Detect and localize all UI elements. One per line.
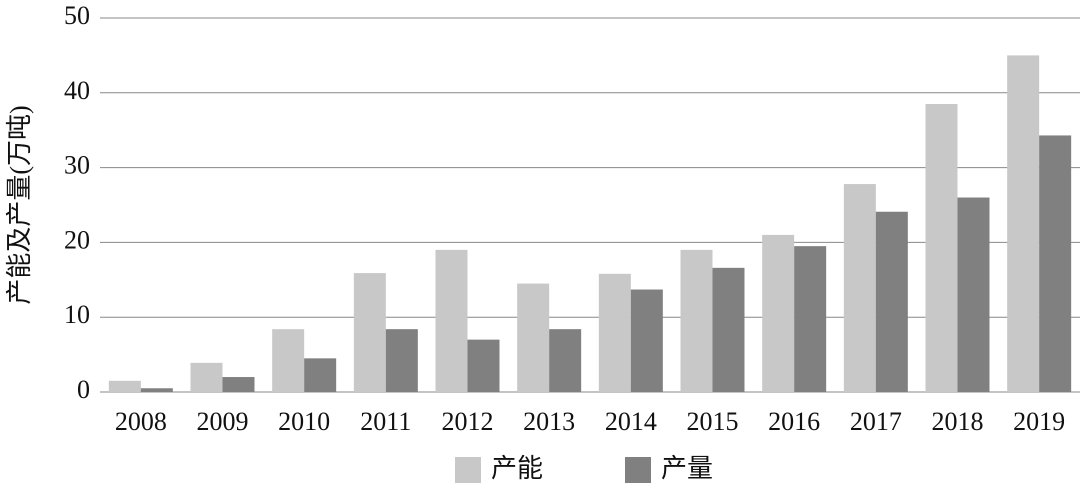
bar [1007, 55, 1040, 393]
bar [435, 249, 468, 392]
y-tick-label: 50 [64, 1, 90, 30]
bar [680, 249, 713, 392]
x-tick-label: 2019 [1013, 407, 1065, 436]
x-tick-label: 2016 [768, 407, 820, 436]
bar [630, 289, 663, 392]
bar [272, 329, 305, 392]
bar [467, 339, 500, 392]
bar [1039, 135, 1072, 392]
x-tick-label: 2009 [197, 407, 249, 436]
bar [875, 211, 908, 392]
y-tick-label: 10 [64, 300, 90, 329]
y-axis-label: 产能及产量(万吨) [5, 105, 34, 304]
bar [843, 184, 876, 392]
bar [517, 283, 550, 392]
x-tick-label: 2015 [687, 407, 739, 436]
bar [353, 273, 386, 392]
x-tick-label: 2017 [850, 407, 902, 436]
bar [598, 273, 631, 392]
legend-swatch [455, 457, 481, 483]
y-tick-label: 40 [64, 76, 90, 105]
x-tick-label: 2010 [278, 407, 330, 436]
x-tick-label: 2012 [442, 407, 494, 436]
bar [794, 246, 827, 392]
bar [712, 267, 745, 392]
y-tick-label: 20 [64, 225, 90, 254]
bar [549, 329, 582, 392]
bar [385, 329, 418, 392]
x-tick-label: 2011 [360, 407, 411, 436]
bar [762, 234, 795, 392]
legend-swatch [625, 457, 651, 483]
bar [140, 388, 173, 392]
legend-label: 产量 [661, 454, 713, 483]
y-tick-label: 30 [64, 151, 90, 180]
bar [190, 362, 223, 392]
bar [222, 377, 255, 392]
bar [108, 380, 141, 392]
x-tick-label: 2018 [932, 407, 984, 436]
legend-label: 产能 [491, 454, 543, 483]
x-tick-label: 2014 [605, 407, 657, 436]
bar [957, 197, 990, 392]
x-tick-label: 2013 [523, 407, 575, 436]
x-tick-label: 2008 [115, 407, 167, 436]
y-tick-label: 0 [77, 375, 90, 404]
bar [304, 358, 337, 392]
bar [925, 104, 958, 393]
